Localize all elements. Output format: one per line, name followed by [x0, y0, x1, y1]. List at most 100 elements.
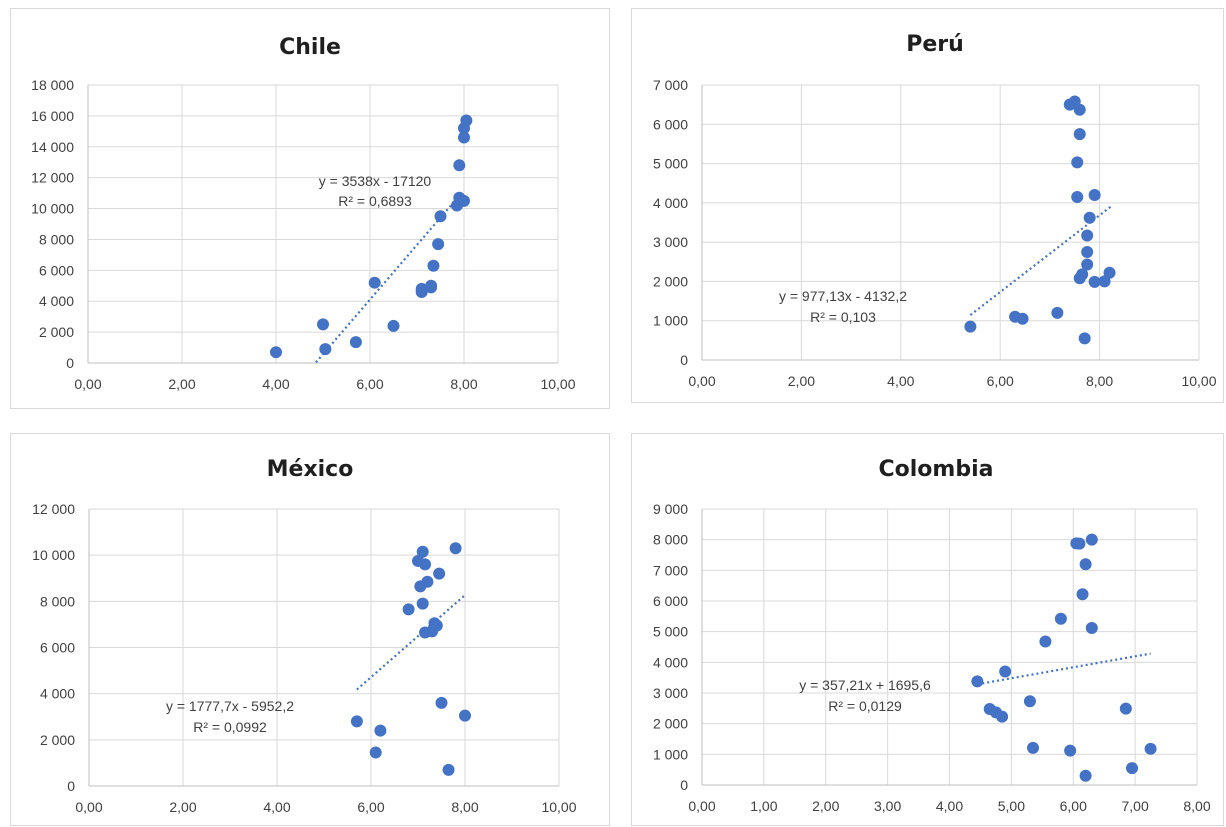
data-point — [387, 319, 400, 332]
x-tick-label: 1,00 — [750, 798, 777, 814]
chart-mexico: México 0 2 000 4 000 6 000 8 000 10 000 12 000… — [32, 457, 577, 815]
r-squared-label: R² = 0,0992 — [193, 719, 267, 735]
y-tick-label: 1 000 — [653, 746, 688, 762]
x-tick-label: 8,00 — [451, 799, 478, 815]
chart-title: Perú — [906, 32, 964, 57]
data-point — [1119, 702, 1132, 715]
r-squared-label: R² = 0,0129 — [828, 698, 902, 714]
y-tick-label: 2 000 — [653, 273, 688, 289]
data-point — [1071, 190, 1084, 203]
data-point — [1088, 275, 1101, 288]
data-point — [1076, 268, 1089, 281]
plot-area: 0 2 000 4 000 6 000 8 000 10 000 12 000 0,00 2,0… — [32, 501, 577, 815]
y-tick-label: 6 000 — [40, 640, 75, 656]
data-point — [996, 710, 1009, 723]
x-tick-label: 0,00 — [74, 376, 101, 392]
x-tick-label: 2,00 — [168, 376, 195, 392]
data-point — [416, 597, 429, 610]
x-tick-label: 4,00 — [263, 799, 290, 815]
trendline-equation: y = 357,21x + 1695,6 — [799, 677, 931, 693]
data-point — [419, 558, 432, 571]
data-point — [427, 259, 440, 272]
y-tick-label: 8 000 — [40, 593, 75, 609]
x-tick-label: 3,00 — [874, 798, 901, 814]
data-point — [1071, 156, 1084, 169]
x-tick-label: 8,00 — [450, 376, 477, 392]
y-tick-label: 0 — [67, 778, 75, 794]
data-point — [458, 131, 470, 144]
trendline — [356, 594, 466, 691]
y-tick-label: 8 000 — [653, 532, 688, 548]
plot-area: 0 1 000 2 000 3 000 4 000 5 000 6 000 7 000 0,00… — [653, 77, 1217, 389]
y-tick-label: 6 000 — [653, 116, 688, 132]
y-tick-label: 2 000 — [653, 716, 688, 732]
y-tick-label: 7 000 — [653, 562, 688, 578]
data-point — [317, 318, 329, 331]
data-point — [434, 210, 447, 223]
data-point — [449, 542, 462, 555]
x-tick-label: 5,00 — [998, 798, 1025, 814]
data-point — [1027, 741, 1040, 754]
data-point — [1081, 258, 1094, 271]
data-point — [1081, 245, 1094, 258]
data-point — [421, 575, 434, 588]
data-point — [1088, 189, 1101, 201]
data-point — [1085, 621, 1098, 634]
data-point — [350, 715, 363, 728]
y-tick-label: 4 000 — [39, 293, 74, 309]
data-point — [1085, 533, 1098, 546]
data-point — [402, 603, 415, 616]
data-point — [270, 346, 282, 359]
data-point — [999, 665, 1012, 678]
x-tick-label: 10,00 — [541, 799, 576, 815]
data-point — [319, 343, 332, 356]
chart-colombia: Colombia 0 1 000 2 000 3 000 4 000 5 000 6 000… — [653, 457, 1211, 814]
y-tick-label: 6 000 — [653, 593, 688, 609]
data-point — [1079, 769, 1092, 782]
y-tick-label: 18 000 — [31, 77, 74, 93]
x-tick-label: 2,00 — [812, 798, 839, 814]
x-tick-label: 7,00 — [1122, 798, 1149, 814]
data-point — [1023, 695, 1036, 708]
x-tick-label: 4,00 — [936, 798, 963, 814]
chart-panel-mexico: México 0 2 000 4 000 6 000 8 000 10 000 12 000… — [10, 433, 610, 826]
y-tick-label: 1 000 — [653, 313, 688, 329]
data-point — [433, 567, 446, 580]
y-tick-label: 4 000 — [40, 686, 75, 702]
data-point — [1039, 635, 1052, 648]
x-tick-label: 0,00 — [688, 798, 715, 814]
y-tick-label: 8 000 — [39, 231, 74, 247]
y-tick-label: 0 — [680, 352, 688, 368]
chart-title: Colombia — [879, 457, 994, 482]
x-tick-label: 6,00 — [357, 799, 384, 815]
data-point — [432, 238, 445, 251]
data-point — [1144, 742, 1157, 755]
y-tick-label: 9 000 — [653, 501, 688, 517]
plot-area: 0 1 000 2 000 3 000 4 000 5 000 6 000 7 000 8 00… — [653, 501, 1211, 814]
chart-panel-peru: Perú 0 1 000 2 000 3 000 4 000 5 000 6 000 7 00… — [631, 8, 1224, 403]
y-tick-label: 2 000 — [40, 732, 75, 748]
chart-title: Chile — [279, 35, 341, 60]
x-tick-label: 2,00 — [169, 799, 196, 815]
y-tick-label: 4 000 — [653, 654, 688, 670]
data-point — [453, 159, 466, 172]
data-point — [964, 320, 977, 333]
r-squared-label: R² = 0,6893 — [338, 193, 412, 209]
y-tick-label: 10 000 — [31, 201, 74, 217]
data-point — [458, 194, 470, 207]
data-point — [430, 619, 443, 632]
y-tick-label: 16 000 — [31, 108, 74, 124]
y-tick-label: 7 000 — [653, 77, 688, 93]
x-tick-label: 0,00 — [75, 799, 102, 815]
data-point — [459, 709, 471, 722]
chart-panel-colombia: Colombia 0 1 000 2 000 3 000 4 000 5 000 6 000… — [631, 433, 1224, 826]
y-tick-label: 5 000 — [653, 156, 688, 172]
trendline-equation: y = 3538x - 17120 — [319, 173, 432, 189]
chart-panel-chile: Chile 0 2 000 4 000 6 000 8 000 10 000 12 000 1… — [10, 8, 610, 409]
data-point — [971, 675, 984, 688]
trendline-equation: y = 977,13x - 4132,2 — [779, 288, 907, 304]
trendline — [315, 200, 456, 364]
data-point — [1078, 332, 1091, 345]
x-tick-label: 8,00 — [1086, 373, 1113, 389]
data-point — [435, 696, 448, 709]
